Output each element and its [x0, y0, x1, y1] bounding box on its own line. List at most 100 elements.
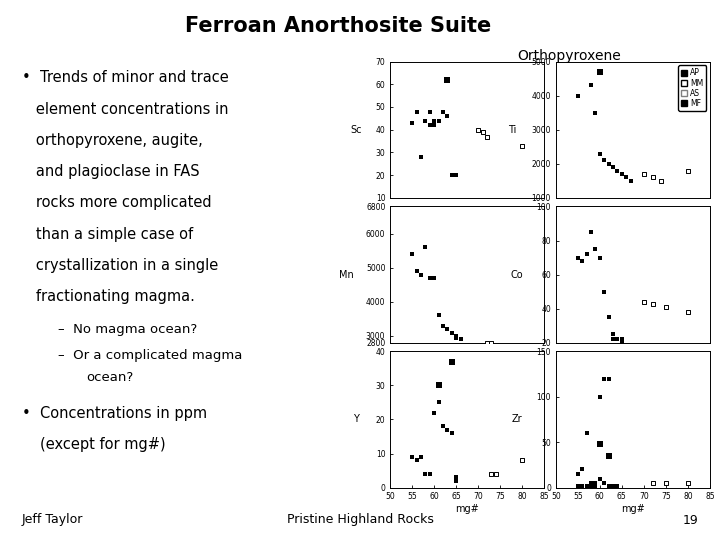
Point [424, 274, 436, 282]
Y-axis label: Sc: Sc [351, 125, 362, 134]
Point [616, 335, 628, 343]
Point [594, 253, 606, 262]
Point [594, 149, 606, 158]
Point [411, 267, 423, 275]
Point [598, 287, 610, 296]
Point [433, 311, 444, 320]
Point [603, 374, 614, 383]
Point [607, 330, 618, 339]
Y-axis label: Y: Y [354, 415, 359, 424]
Point [486, 470, 498, 478]
Legend: AP, MM, AS, MF: AP, MM, AS, MF [678, 65, 706, 111]
Point [647, 173, 659, 181]
Point [415, 153, 427, 161]
Point [441, 76, 453, 84]
Point [612, 166, 624, 175]
Point [603, 482, 614, 490]
Point [472, 125, 484, 134]
Y-axis label: Zr: Zr [512, 415, 522, 424]
Point [420, 470, 431, 478]
Point [621, 173, 632, 181]
Text: ocean?: ocean? [86, 372, 134, 384]
Y-axis label: Ti: Ti [508, 125, 516, 134]
Text: •  Concentrations in ppm: • Concentrations in ppm [22, 406, 207, 421]
Point [486, 339, 498, 348]
Point [428, 121, 440, 130]
Point [451, 332, 462, 340]
Point [581, 482, 593, 490]
Point [433, 381, 444, 390]
Point [451, 333, 462, 342]
Point [415, 271, 427, 279]
Point [516, 355, 528, 364]
Point [411, 456, 423, 465]
Point [581, 250, 593, 259]
Point [437, 107, 449, 116]
Point [616, 170, 628, 178]
Point [407, 250, 418, 259]
Point [590, 479, 601, 488]
Point [477, 127, 488, 136]
Point [411, 107, 423, 116]
Text: Pristine Highland Rocks: Pristine Highland Rocks [287, 514, 433, 526]
Point [446, 357, 458, 366]
Point [585, 228, 597, 237]
Point [482, 339, 493, 347]
Text: (except for mg#): (except for mg#) [40, 437, 165, 452]
Text: –  Or a complicated magma: – Or a complicated magma [58, 349, 242, 362]
Text: rocks more complicated: rocks more complicated [22, 195, 211, 211]
Point [415, 453, 427, 461]
Point [594, 68, 606, 76]
Point [594, 440, 606, 448]
Point [603, 313, 614, 321]
Point [437, 422, 449, 430]
Point [585, 81, 597, 90]
Text: than a simple case of: than a simple case of [22, 227, 193, 242]
Point [428, 274, 440, 282]
Point [433, 116, 444, 125]
Point [572, 482, 584, 490]
Text: Orthopyroxene: Orthopyroxene [517, 49, 621, 63]
Point [433, 398, 444, 407]
Point [455, 335, 467, 343]
X-axis label: mg#: mg# [621, 504, 644, 514]
Point [424, 107, 436, 116]
Point [446, 429, 458, 437]
Point [446, 328, 458, 337]
Point [598, 156, 610, 165]
Point [407, 119, 418, 127]
Point [625, 177, 636, 185]
Point [516, 456, 528, 465]
Y-axis label: Co: Co [510, 269, 523, 280]
Point [441, 426, 453, 434]
Point [577, 465, 588, 474]
Point [598, 479, 610, 488]
Text: element concentrations in: element concentrations in [22, 102, 228, 117]
Point [572, 253, 584, 262]
Point [441, 112, 453, 120]
Point [585, 479, 597, 488]
Point [682, 479, 693, 488]
Point [437, 321, 449, 330]
Point [660, 479, 672, 488]
Point [607, 163, 618, 172]
X-axis label: mg#: mg# [456, 504, 479, 514]
Point [682, 166, 693, 175]
Point [451, 171, 462, 179]
Point [516, 141, 528, 150]
Point [612, 482, 624, 490]
Text: Jeff Taylor: Jeff Taylor [22, 514, 83, 526]
Text: fractionating magma.: fractionating magma. [22, 289, 194, 305]
Point [598, 374, 610, 383]
Point [656, 177, 667, 185]
Point [420, 243, 431, 252]
Point [638, 170, 649, 178]
Point [407, 453, 418, 461]
Point [647, 299, 659, 308]
Text: –  No magma ocean?: – No magma ocean? [58, 323, 197, 336]
Y-axis label: Mn: Mn [339, 269, 354, 280]
Point [446, 171, 458, 179]
Point [590, 245, 601, 253]
Point [603, 159, 614, 168]
Point [590, 482, 601, 490]
